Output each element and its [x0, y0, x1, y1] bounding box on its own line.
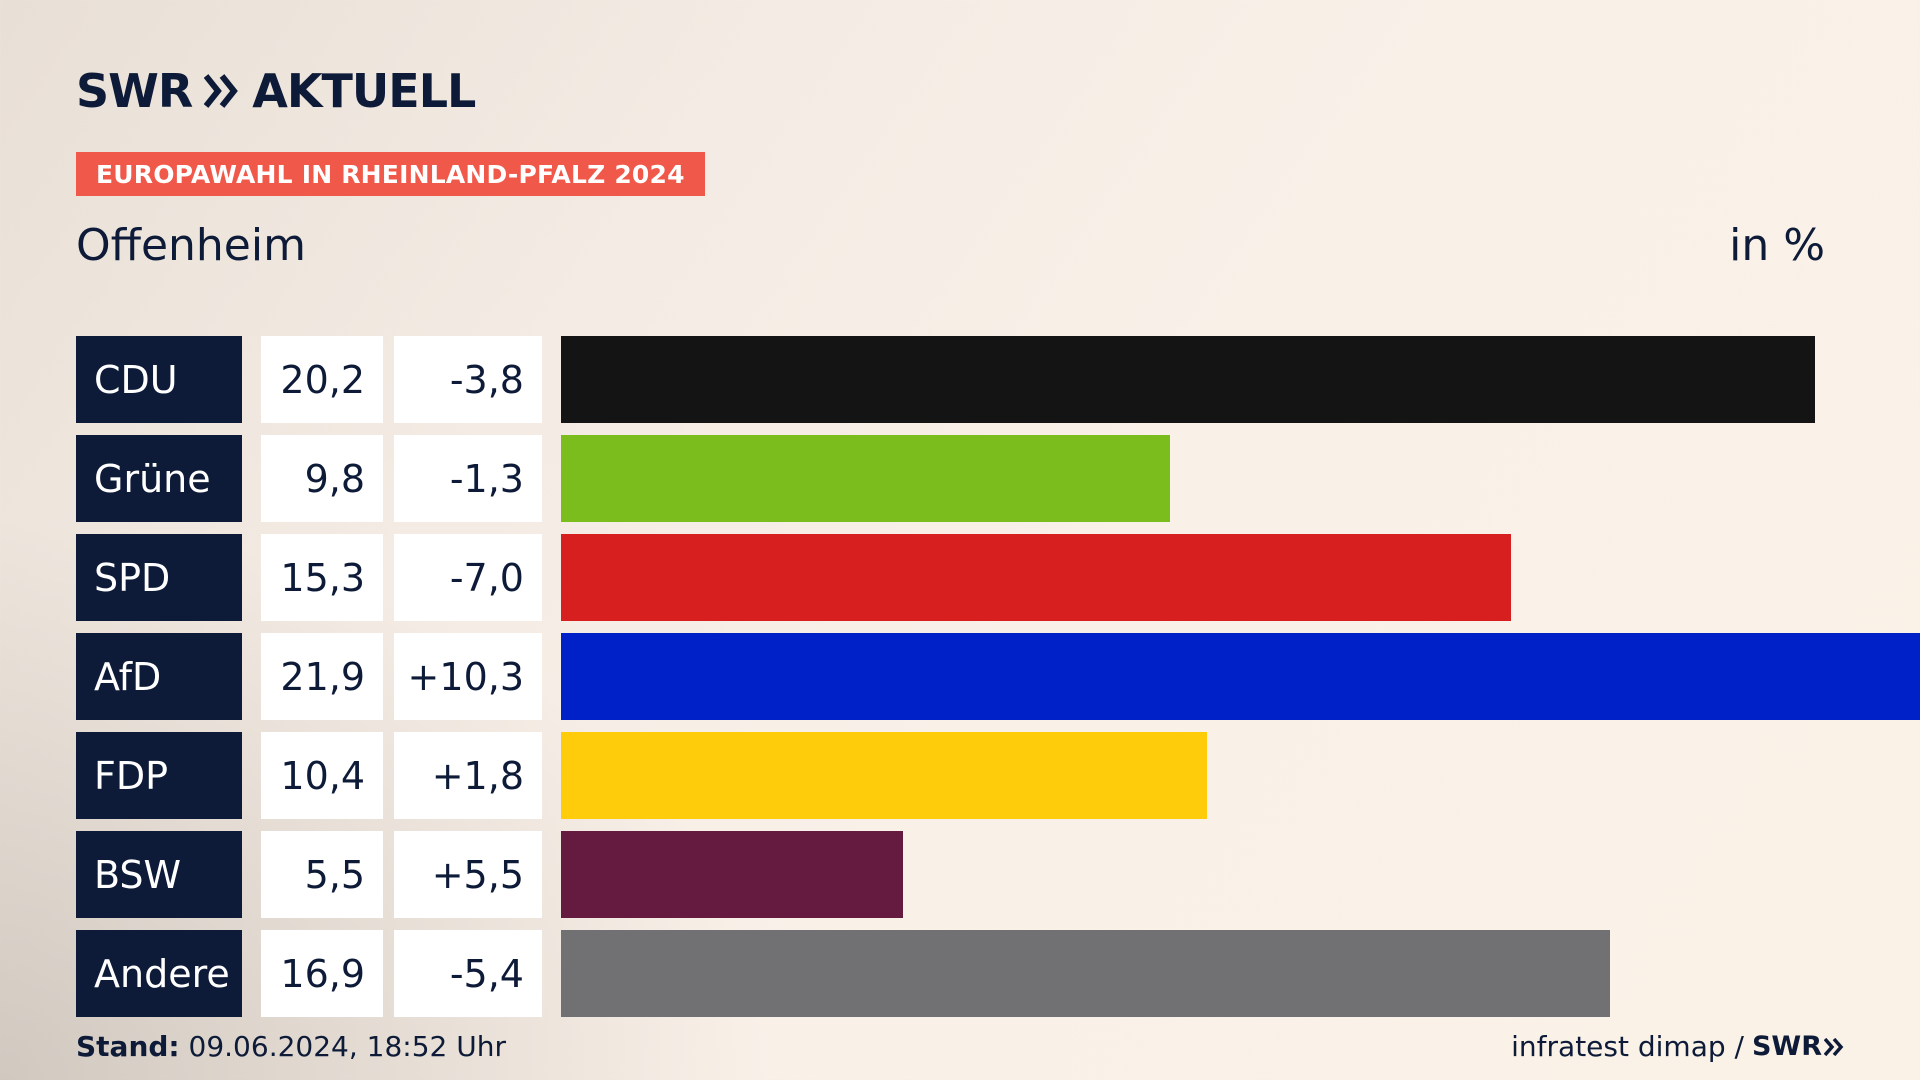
vote-change-value: +1,8: [394, 732, 542, 819]
vote-share-value: 9,8: [261, 435, 383, 522]
swr-aktuell-logo: SWR AKTUELL: [76, 64, 476, 118]
unit-label: in %: [1729, 220, 1825, 271]
party-label: AfD: [76, 633, 242, 720]
vote-change-value: +10,3: [394, 633, 542, 720]
vote-share-bar: [561, 633, 1920, 720]
result-row: Andere 16,9 -5,4: [76, 930, 1846, 1017]
region-title: Offenheim: [76, 220, 306, 271]
logo-aktuell-text: AKTUELL: [252, 64, 476, 118]
double-chevron-icon: [204, 74, 240, 108]
vote-share-bar: [561, 336, 1815, 423]
swr-small-logo-text: SWR: [1751, 1031, 1822, 1062]
vote-change-value: -1,3: [394, 435, 542, 522]
vote-share-bar: [561, 534, 1511, 621]
vote-share-value: 15,3: [261, 534, 383, 621]
vote-share-value: 21,9: [261, 633, 383, 720]
source-text: infratest dimap /: [1511, 1030, 1744, 1063]
party-label: FDP: [76, 732, 242, 819]
vote-share-bar: [561, 435, 1170, 522]
logo-swr-text: SWR: [76, 64, 193, 118]
vote-share-value: 5,5: [261, 831, 383, 918]
vote-share-bar: [561, 831, 903, 918]
small-double-chevron-icon: [1824, 1037, 1844, 1056]
vote-share-bar: [561, 732, 1207, 819]
swr-small-logo: SWR: [1752, 1031, 1844, 1062]
party-label: BSW: [76, 831, 242, 918]
party-label: Grüne: [76, 435, 242, 522]
result-row: AfD 21,9 +10,3: [76, 633, 1920, 720]
vote-change-value: -3,8: [394, 336, 542, 423]
result-row: Grüne 9,8 -1,3: [76, 435, 1846, 522]
vote-share-bar: [561, 930, 1610, 1017]
vote-change-value: -5,4: [394, 930, 542, 1017]
party-label: CDU: [76, 336, 242, 423]
vote-share-value: 16,9: [261, 930, 383, 1017]
stand-label: Stand:: [76, 1030, 180, 1063]
stand-value: 09.06.2024, 18:52 Uhr: [188, 1030, 506, 1063]
source-credit: infratest dimap / SWR: [1511, 1030, 1844, 1063]
result-row: SPD 15,3 -7,0: [76, 534, 1846, 621]
vote-share-value: 10,4: [261, 732, 383, 819]
vote-change-value: +5,5: [394, 831, 542, 918]
vote-change-value: -7,0: [394, 534, 542, 621]
party-label: SPD: [76, 534, 242, 621]
result-row: FDP 10,4 +1,8: [76, 732, 1846, 819]
election-banner: EUROPAWAHL IN RHEINLAND-PFALZ 2024: [76, 152, 705, 196]
result-row: BSW 5,5 +5,5: [76, 831, 1846, 918]
timestamp: Stand: 09.06.2024, 18:52 Uhr: [76, 1030, 506, 1063]
party-label: Andere: [76, 930, 242, 1017]
result-row: CDU 20,2 -3,8: [76, 336, 1846, 423]
vote-share-value: 20,2: [261, 336, 383, 423]
